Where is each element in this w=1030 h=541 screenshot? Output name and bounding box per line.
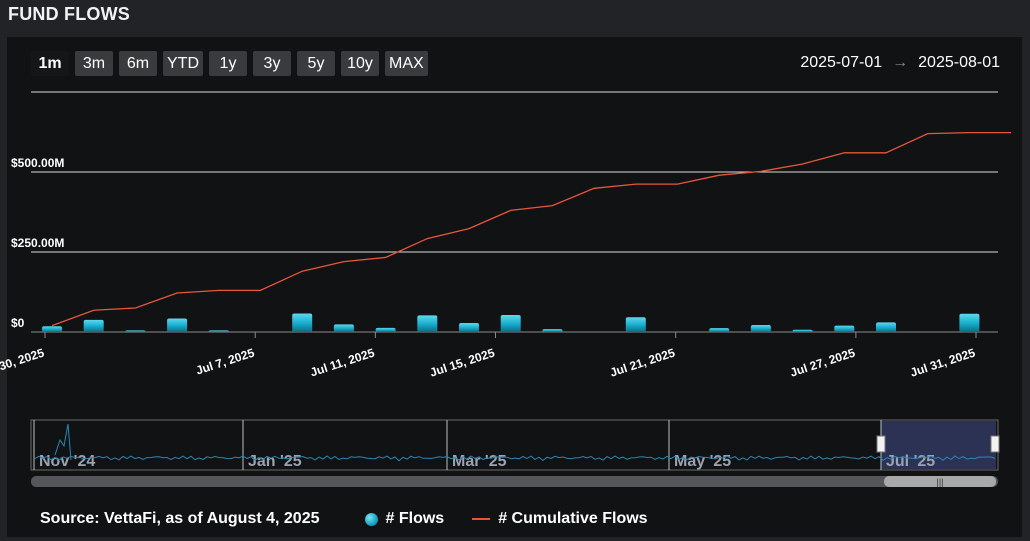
scrollbar-track[interactable]	[31, 476, 998, 487]
y-tick-label: $250.00M	[11, 236, 64, 250]
chart-panel	[7, 37, 1022, 537]
range-button-3y[interactable]: 3y	[253, 51, 291, 76]
flow-bar[interactable]	[208, 330, 229, 332]
legend-label-cumulative: # Cumulative Flows	[498, 510, 648, 527]
arrow-right-icon: →	[892, 54, 909, 71]
scrollbar-thumb[interactable]	[884, 476, 996, 487]
navigator-selection[interactable]	[881, 421, 996, 469]
flow-bar[interactable]	[834, 325, 855, 332]
y-tick-label: $500.00M	[11, 156, 64, 170]
flow-bar[interactable]	[125, 330, 146, 332]
flow-bar[interactable]	[542, 329, 563, 332]
flow-bar[interactable]	[709, 328, 730, 332]
x-tick-label: Jul 11, 2025	[308, 345, 376, 379]
date-range: 2025-07-01 → 2025-08-01	[800, 54, 1000, 72]
range-button-10y[interactable]: 10y	[341, 51, 379, 76]
date-from[interactable]: 2025-07-01	[800, 54, 883, 71]
navigator-spike	[54, 423, 72, 461]
circle-marker-icon	[364, 512, 378, 526]
navigator-frame	[30, 419, 999, 471]
legend-label-flows: # Flows	[385, 510, 445, 527]
range-button-3m[interactable]: 3m	[75, 51, 113, 76]
flow-bar[interactable]	[83, 319, 104, 332]
flow-bar[interactable]	[750, 324, 771, 332]
flow-bar[interactable]	[167, 318, 188, 332]
legend-item-flows[interactable]: # Flows	[364, 510, 445, 528]
flow-bar[interactable]	[876, 322, 896, 332]
flow-bar[interactable]	[792, 329, 813, 332]
navigator-label: Nov '24	[39, 453, 95, 470]
navigator-handle[interactable]	[876, 435, 886, 453]
range-button-1y[interactable]: 1y	[209, 51, 247, 76]
x-tick-label: Jul 7, 2025	[194, 345, 256, 377]
x-tick-label: Jul 27, 2025	[788, 345, 857, 379]
line-marker-icon	[472, 518, 491, 520]
flow-bar[interactable]	[500, 315, 521, 332]
x-tick-label: Jun 30, 2025	[0, 345, 46, 380]
grip-icon[interactable]: |||	[936, 477, 943, 487]
x-tick-label: Jul 15, 2025	[428, 345, 497, 379]
navigator-label: Mar '25	[452, 453, 507, 470]
cumulative-flow-line[interactable]	[51, 131, 1012, 327]
flow-bar[interactable]	[625, 317, 646, 332]
navigator-sparkline	[34, 455, 996, 462]
legend-item-cumulative[interactable]: # Cumulative Flows	[472, 510, 648, 528]
range-button-5y[interactable]: 5y	[297, 51, 335, 76]
range-button-ytd[interactable]: YTD	[163, 51, 203, 76]
range-button-1m[interactable]: 1m	[31, 51, 69, 76]
date-to[interactable]: 2025-08-01	[918, 54, 1000, 71]
navigator-label: May '25	[674, 453, 731, 470]
flow-bar[interactable]	[333, 324, 354, 332]
range-selector: 1m 3m 6m YTD 1y 3y 5y 10y MAX	[31, 51, 428, 76]
page-title: FUND FLOWS	[8, 4, 130, 24]
flow-bar[interactable]	[417, 315, 438, 332]
range-button-max[interactable]: MAX	[385, 51, 428, 76]
legend: Source: VettaFi, as of August 4, 2025 # …	[40, 510, 676, 528]
flow-bar[interactable]	[459, 323, 479, 332]
range-button-6m[interactable]: 6m	[119, 51, 157, 76]
y-tick-label: $0	[11, 316, 25, 330]
navigator-handle[interactable]	[990, 435, 1000, 453]
x-tick-label: Jul 31, 2025	[909, 345, 978, 379]
flow-bar[interactable]	[292, 313, 313, 332]
navigator-label: Jan '25	[248, 453, 302, 470]
x-tick-label: Jul 21, 2025	[608, 345, 677, 379]
navigator-label: Jul '25	[886, 453, 935, 470]
flow-bar[interactable]	[959, 313, 980, 332]
flow-bar[interactable]	[375, 327, 396, 332]
source-note: Source: VettaFi, as of August 4, 2025	[40, 510, 320, 527]
flow-bar[interactable]	[42, 326, 62, 332]
